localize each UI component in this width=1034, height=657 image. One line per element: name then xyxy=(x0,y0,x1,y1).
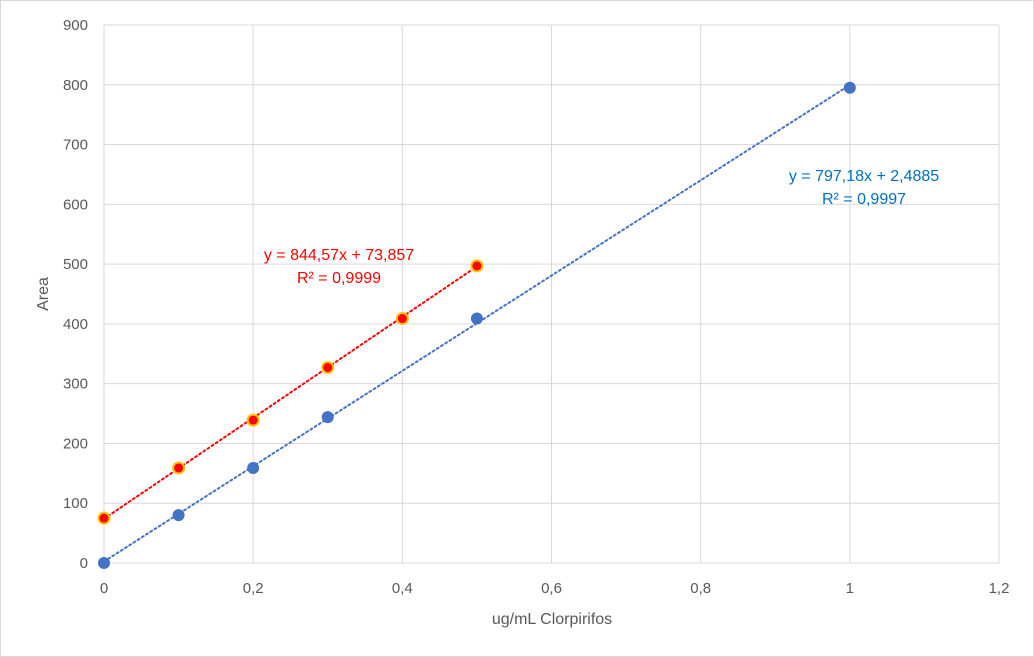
red-data-point xyxy=(97,511,111,525)
red-series-equation: y = 844,57x + 73,857 R² = 0,9999 xyxy=(264,247,414,287)
red-data-point xyxy=(246,413,260,427)
blue-data-point xyxy=(172,509,185,522)
y-tick-label: 800 xyxy=(63,77,88,94)
y-tick-label: 0 xyxy=(80,555,88,572)
x-axis-title: ug/mL Clorpirifos xyxy=(492,611,612,628)
gridlines xyxy=(103,24,1000,564)
y-tick-label: 100 xyxy=(63,495,88,512)
blue-series-equation: y = 797,18x + 2,4885 R² = 0,9997 xyxy=(789,168,939,208)
y-tick-label: 600 xyxy=(63,196,88,213)
y-axis-title: Area xyxy=(35,277,52,311)
x-tick-label: 0,6 xyxy=(541,580,562,597)
y-tick-labels: 0 100 200 300 400 500 600 700 800 900 xyxy=(63,17,88,572)
y-tick-label: 700 xyxy=(63,137,88,154)
y-tick-label: 300 xyxy=(63,376,88,393)
red-data-point xyxy=(470,259,484,273)
blue-data-point xyxy=(321,411,334,424)
blue-data-point xyxy=(470,312,483,325)
x-tick-label: 0,4 xyxy=(392,580,413,597)
x-tick-label: 0,8 xyxy=(690,580,711,597)
data-points xyxy=(97,81,856,569)
y-tick-label: 400 xyxy=(63,316,88,333)
red-data-point xyxy=(321,361,335,375)
red-trendline xyxy=(103,265,478,520)
blue-trendline-equation: y = 797,18x + 2,4885 xyxy=(789,168,939,185)
red-data-point xyxy=(395,312,409,326)
red-data-point xyxy=(172,461,186,475)
blue-trendline-r2: R² = 0,9997 xyxy=(822,191,906,208)
x-tick-label: 1,2 xyxy=(989,580,1010,597)
x-tick-label: 0 xyxy=(100,580,108,597)
x-tick-label: 0,2 xyxy=(243,580,264,597)
y-tick-label: 500 xyxy=(63,256,88,273)
blue-data-point xyxy=(98,557,110,569)
y-tick-label: 900 xyxy=(63,17,88,34)
y-tick-label: 200 xyxy=(63,435,88,452)
x-tick-label: 1 xyxy=(846,580,854,597)
red-trendline-r2: R² = 0,9999 xyxy=(297,270,381,287)
blue-data-point xyxy=(843,81,856,94)
blue-data-point xyxy=(247,461,260,474)
x-tick-labels: 0 0,2 0,4 0,6 0,8 1 1,2 xyxy=(100,580,1010,597)
red-trendline-equation: y = 844,57x + 73,857 xyxy=(264,247,414,264)
